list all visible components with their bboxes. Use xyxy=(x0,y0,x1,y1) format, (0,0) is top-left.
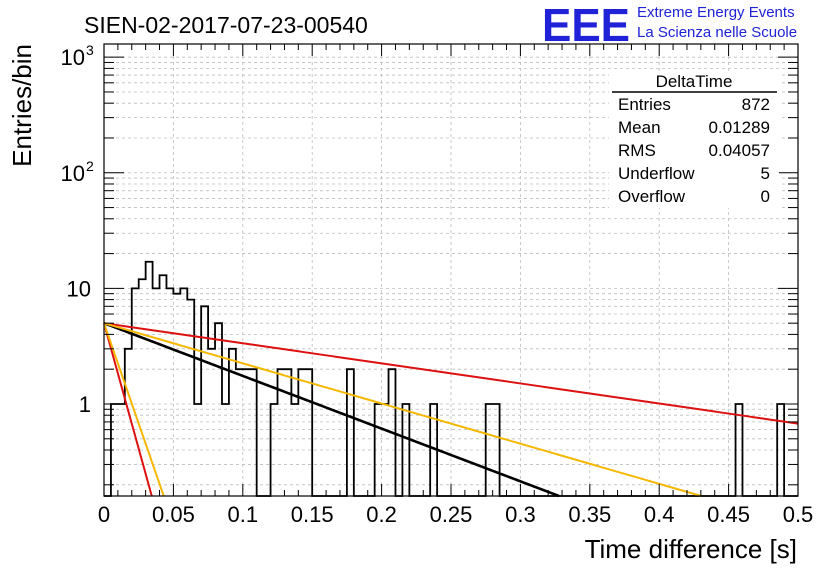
logo-mark: EEE xyxy=(542,0,630,51)
x-tick-label: 0.1 xyxy=(228,502,259,527)
fit-lines xyxy=(103,321,799,498)
x-tick-label: 0.2 xyxy=(366,502,397,527)
y-tick-label: 10 xyxy=(61,45,85,70)
stats-box-background xyxy=(609,72,779,208)
x-tick-label: 0.15 xyxy=(291,502,334,527)
stats-row-label: Entries xyxy=(618,95,671,114)
y-tick-label-exponent: 3 xyxy=(86,42,94,58)
x-tick-label: 0.3 xyxy=(505,502,536,527)
x-tick-label: 0.35 xyxy=(568,502,611,527)
stats-row-value: 872 xyxy=(742,95,770,114)
x-tick-label: 0.5 xyxy=(783,502,814,527)
stats-row-value: 0.04057 xyxy=(709,141,770,160)
y-tick-label: 10 xyxy=(61,161,85,186)
stats-rows: Entries 872 Mean 0.01289 RMS 0.04057 Underflow… xyxy=(618,95,770,206)
x-axis-tick-labels: 0 0.05 0.1 0.15 0.2 0.25 0.3 0.35 0.4 0.45 0.5 xyxy=(98,502,813,527)
y-tick-label-exponent: 2 xyxy=(86,158,94,174)
x-tick-label: 0.45 xyxy=(707,502,750,527)
stats-box-title: DeltaTime xyxy=(656,72,733,91)
x-tick-label: 0.4 xyxy=(644,502,675,527)
stats-row-value: 0.01289 xyxy=(709,118,770,137)
logo-line-2: La Scienza nelle Scuole xyxy=(637,24,797,41)
stats-row-label: RMS xyxy=(618,141,656,160)
stats-row-label: Overflow xyxy=(618,187,686,206)
chart-title: SIEN-02-2017-07-23-00540 xyxy=(84,12,368,38)
x-axis-title: Time difference [s] xyxy=(585,534,797,564)
fit-line-2 xyxy=(103,322,799,425)
fit-line-5 xyxy=(103,322,165,497)
y-axis-title: Entries/bin xyxy=(7,44,37,167)
stats-row-value: 5 xyxy=(761,164,770,183)
fit-line-4 xyxy=(103,322,153,497)
logo-line-1: Extreme Energy Events xyxy=(637,4,795,21)
stats-row-value: 0 xyxy=(761,187,770,206)
y-tick-label: 10 xyxy=(67,276,91,301)
axis-ticks xyxy=(103,44,799,496)
stats-row-label: Underflow xyxy=(618,164,695,183)
x-tick-label: 0.25 xyxy=(430,502,473,527)
eee-logo: EEE Extreme Energy Events La Scienza nel… xyxy=(542,0,797,51)
stats-row-label: Mean xyxy=(618,118,661,137)
fit-line-3 xyxy=(103,322,702,497)
y-tick-label: 1 xyxy=(79,392,91,417)
x-tick-label: 0 xyxy=(98,502,110,527)
fit-line-1 xyxy=(103,321,560,498)
stats-box: DeltaTime Entries 872 Mean 0.01289 RMS 0.0405… xyxy=(609,72,779,208)
x-tick-label: 0.05 xyxy=(152,502,195,527)
